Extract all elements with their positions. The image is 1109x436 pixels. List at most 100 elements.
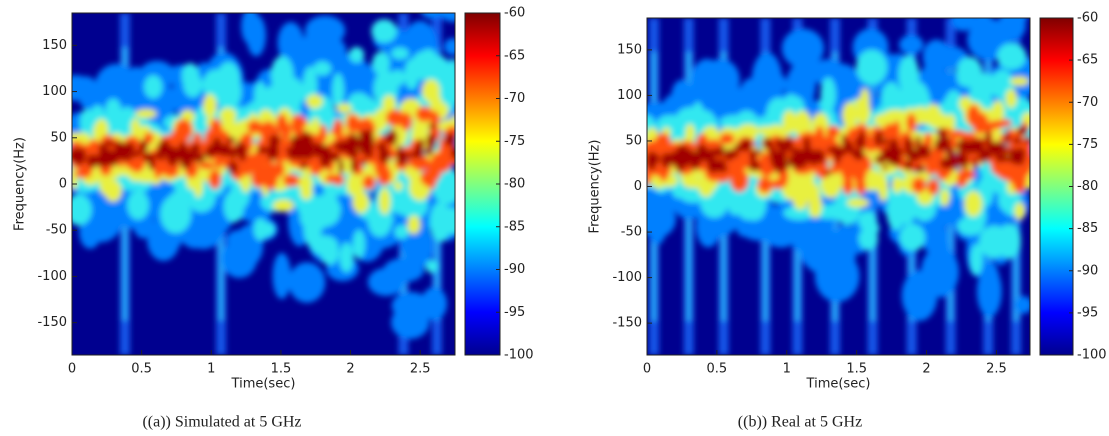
- blob: [362, 130, 370, 142]
- blob: [898, 55, 920, 95]
- blob: [393, 181, 403, 191]
- x-tick-label: 0.5: [131, 362, 152, 377]
- blob: [284, 147, 298, 153]
- blob: [980, 261, 1000, 305]
- blob: [901, 270, 938, 321]
- y-axis-label: Frequency(Hz): [13, 137, 28, 231]
- blob: [193, 154, 206, 163]
- blob: [359, 159, 367, 165]
- blob: [948, 152, 955, 161]
- y-tick-label: -50: [46, 223, 67, 238]
- blob: [1005, 88, 1017, 109]
- blob: [227, 161, 238, 175]
- blob: [740, 158, 750, 169]
- blob: [756, 71, 787, 96]
- blob: [914, 151, 921, 156]
- y-tick-label: 0: [634, 179, 642, 194]
- blob: [820, 77, 836, 113]
- blob: [987, 120, 1007, 129]
- blob: [268, 134, 281, 147]
- blob: [1015, 296, 1030, 314]
- blob: [782, 110, 797, 135]
- x-tick-label: 0: [68, 362, 76, 377]
- blob: [841, 164, 854, 181]
- blob: [444, 38, 455, 56]
- colorbar-tick-label: -65: [1077, 53, 1098, 68]
- blob: [208, 169, 222, 190]
- blob: [377, 163, 387, 178]
- blob: [790, 157, 804, 170]
- colorbar-tick-label: -100: [504, 348, 534, 363]
- blob: [79, 149, 85, 155]
- blob: [327, 152, 338, 160]
- blob: [299, 161, 308, 170]
- blob: [1008, 147, 1016, 161]
- blob: [1024, 136, 1030, 144]
- blob: [724, 148, 734, 162]
- blob: [903, 159, 913, 171]
- blob: [914, 164, 926, 174]
- blob: [421, 287, 447, 321]
- blob: [414, 143, 425, 159]
- y-tick-label: -100: [612, 270, 642, 285]
- blob: [336, 103, 352, 114]
- blob: [122, 142, 136, 154]
- blob: [135, 109, 157, 119]
- blob: [972, 112, 989, 134]
- blob: [338, 139, 344, 149]
- blob: [762, 137, 773, 150]
- blob: [234, 142, 243, 153]
- blob: [1006, 18, 1028, 28]
- blob: [130, 117, 141, 138]
- blob: [313, 61, 332, 76]
- blob: [72, 194, 92, 226]
- blob: [125, 160, 138, 169]
- blob: [854, 136, 866, 149]
- blob: [295, 136, 306, 147]
- blob: [282, 173, 300, 187]
- blob: [956, 153, 962, 168]
- blob: [348, 145, 359, 158]
- blob: [927, 178, 940, 196]
- blob: [157, 84, 176, 124]
- blob: [899, 223, 926, 252]
- blob: [219, 107, 237, 124]
- blob: [1010, 0, 1047, 7]
- blob: [153, 152, 164, 158]
- blob: [984, 130, 991, 146]
- blob: [999, 155, 1012, 163]
- blob: [183, 72, 203, 98]
- x-tick-label: 0: [643, 362, 651, 377]
- blob: [911, 177, 927, 194]
- blob: [1010, 76, 1029, 86]
- blob: [376, 142, 387, 152]
- blob: [430, 110, 440, 128]
- blob: [421, 79, 441, 103]
- blob: [855, 177, 866, 196]
- blob: [788, 147, 801, 154]
- blob: [842, 176, 854, 196]
- blob: [708, 156, 716, 172]
- blob: [223, 190, 245, 223]
- y-tick-label: -100: [37, 269, 67, 284]
- x-tick-label: 1: [207, 362, 215, 377]
- blob: [898, 188, 916, 225]
- blob: [304, 15, 346, 46]
- blob: [972, 156, 978, 170]
- blob: [852, 148, 865, 161]
- x-tick-label: 1.5: [846, 362, 867, 377]
- blob: [802, 147, 815, 163]
- blob: [940, 143, 950, 152]
- blob: [366, 145, 373, 156]
- y-tick-label: 50: [625, 133, 642, 148]
- y-tick-label: -50: [621, 225, 642, 240]
- blob: [159, 140, 170, 149]
- blob: [241, 13, 260, 45]
- blob: [332, 174, 345, 186]
- y-tick-label: 100: [42, 84, 67, 99]
- colorbar-tick-label: -85: [1077, 221, 1098, 236]
- colorbar-tick-label: -75: [1077, 137, 1098, 152]
- blob: [394, 224, 409, 240]
- blob: [1016, 150, 1025, 166]
- colorbar-tick-label: -80: [504, 177, 525, 192]
